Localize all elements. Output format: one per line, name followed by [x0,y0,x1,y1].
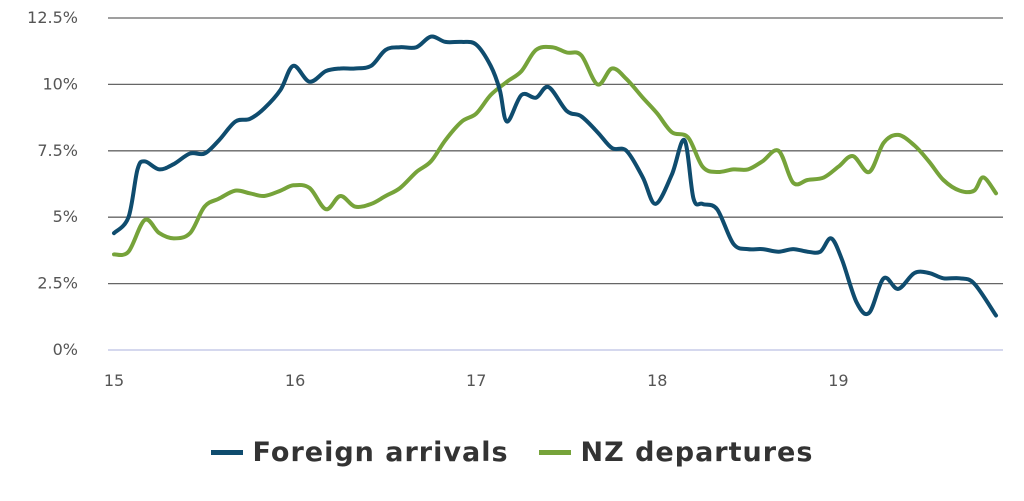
legend-item-foreign-arrivals: Foreign arrivals [210,436,509,468]
y-tick-label: 12.5% [27,8,78,27]
x-tick-label: 15 [104,371,124,390]
y-tick-label: 0% [53,340,78,359]
legend-item-nz-departures: NZ departures [538,436,814,468]
x-tick-label: 18 [647,371,667,390]
series-line-nz-departures [112,44,998,258]
x-tick-label: 16 [285,371,305,390]
legend-swatch-nz-departures [538,449,571,455]
series-lines [112,34,998,318]
chart-plot: 0% 2.5% 5% 7.5% 10% 12.5% 15 16 17 18 19 [27,8,1003,390]
legend-label-foreign-arrivals: Foreign arrivals [252,436,509,468]
y-tick-label: 7.5% [37,141,78,160]
y-tick-label: 10% [42,74,78,93]
y-axis-ticks: 0% 2.5% 5% 7.5% 10% 12.5% [27,8,78,359]
grid-lines [108,17,1003,351]
y-tick-label: 2.5% [37,274,78,293]
x-tick-label: 19 [828,371,848,390]
x-tick-label: 17 [466,371,486,390]
legend-swatch-foreign-arrivals [210,449,243,455]
x-axis-ticks: 15 16 17 18 19 [104,371,849,390]
series-line-foreign-arrivals [112,34,998,318]
legend-label-nz-departures: NZ departures [580,436,814,468]
legend: Foreign arrivals NZ departures [0,428,1024,476]
y-tick-label: 5% [53,207,78,226]
